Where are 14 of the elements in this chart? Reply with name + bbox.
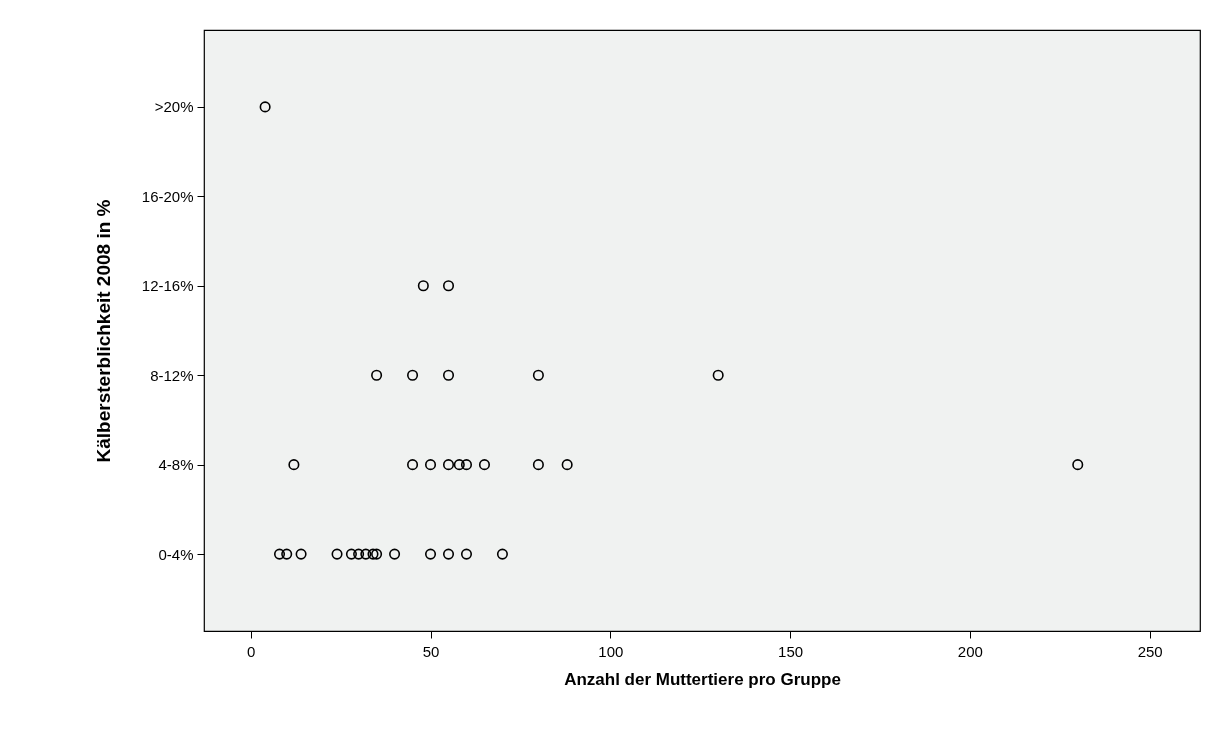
x-tick-label: 50 xyxy=(422,642,440,660)
y-tick-label: 4-8% xyxy=(158,456,194,474)
x-axis-title: Anzahl der Muttertiere pro Gruppe xyxy=(564,669,841,689)
y-tick-label: 8-12% xyxy=(150,366,194,384)
y-axis-title: Kälbersterblichkeit 2008 in % xyxy=(92,199,114,463)
x-tick-label: 0 xyxy=(247,642,256,660)
y-tick-label: 16-20% xyxy=(141,187,194,205)
x-tick-label: 200 xyxy=(957,642,983,660)
y-tick-label: 12-16% xyxy=(141,277,194,295)
x-tick-label: 100 xyxy=(598,642,624,660)
x-tick-label: 250 xyxy=(1137,642,1163,660)
y-tick-label: >20% xyxy=(154,98,194,116)
y-tick-label: 0-4% xyxy=(158,545,194,563)
x-tick-label: 150 xyxy=(778,642,804,660)
